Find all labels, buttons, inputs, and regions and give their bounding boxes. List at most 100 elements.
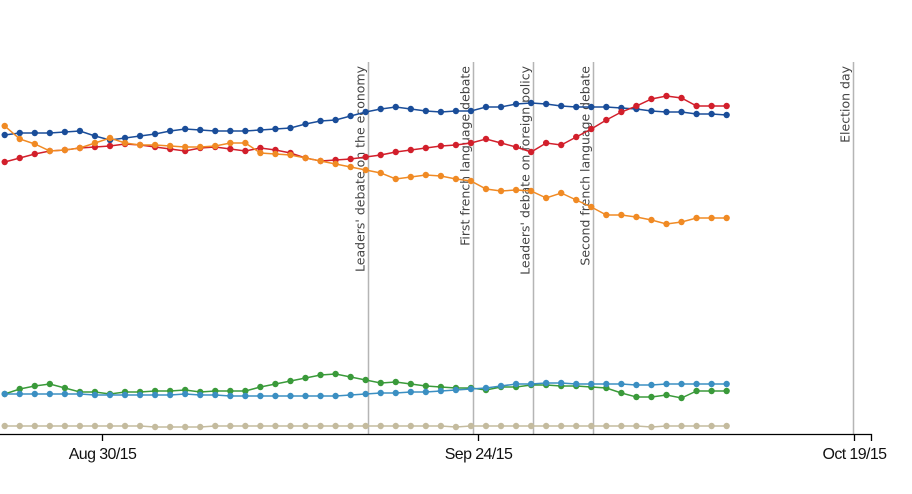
- data-point[interactable]: [46, 380, 54, 388]
- data-point[interactable]: [227, 145, 234, 153]
- data-point[interactable]: [603, 422, 610, 430]
- data-point[interactable]: [512, 380, 520, 388]
- data-point[interactable]: [16, 154, 23, 162]
- data-point[interactable]: [212, 422, 219, 430]
- data-point[interactable]: [603, 103, 610, 111]
- data-point[interactable]: [452, 107, 460, 115]
- data-point[interactable]: [61, 146, 69, 154]
- data-point[interactable]: [618, 108, 625, 116]
- data-point[interactable]: [482, 422, 490, 430]
- data-point[interactable]: [287, 377, 294, 385]
- data-point[interactable]: [136, 141, 144, 149]
- data-point[interactable]: [31, 422, 38, 430]
- data-point[interactable]: [512, 143, 520, 151]
- data-point[interactable]: [151, 423, 159, 431]
- data-point[interactable]: [287, 392, 294, 400]
- data-point[interactable]: [723, 422, 730, 430]
- data-point[interactable]: [392, 389, 399, 397]
- data-point[interactable]: [678, 94, 685, 102]
- data-point[interactable]: [16, 135, 23, 143]
- data-point[interactable]: [633, 422, 640, 430]
- data-point[interactable]: [497, 139, 505, 147]
- data-point[interactable]: [633, 393, 640, 401]
- data-point[interactable]: [227, 127, 234, 135]
- data-point[interactable]: [603, 211, 610, 219]
- data-point[interactable]: [242, 147, 249, 155]
- data-point[interactable]: [121, 139, 129, 147]
- data-point[interactable]: [708, 387, 715, 395]
- data-point[interactable]: [227, 392, 234, 400]
- data-point[interactable]: [61, 384, 69, 392]
- data-point[interactable]: [16, 422, 23, 430]
- data-point[interactable]: [1, 390, 8, 398]
- data-point[interactable]: [588, 422, 595, 430]
- data-point[interactable]: [618, 422, 625, 430]
- data-point[interactable]: [708, 110, 715, 118]
- data-point[interactable]: [317, 117, 324, 125]
- data-point[interactable]: [648, 107, 655, 115]
- data-point[interactable]: [31, 382, 38, 390]
- data-point[interactable]: [76, 127, 84, 135]
- data-point[interactable]: [377, 389, 384, 397]
- data-point[interactable]: [377, 379, 384, 387]
- data-point[interactable]: [287, 151, 294, 159]
- data-point[interactable]: [61, 390, 69, 398]
- data-point[interactable]: [182, 143, 189, 151]
- data-point[interactable]: [422, 422, 430, 430]
- data-point[interactable]: [678, 394, 685, 402]
- data-point[interactable]: [31, 129, 38, 137]
- data-point[interactable]: [317, 422, 324, 430]
- data-point[interactable]: [227, 422, 234, 430]
- data-point[interactable]: [542, 422, 550, 430]
- data-point[interactable]: [46, 147, 54, 155]
- data-point[interactable]: [437, 108, 445, 116]
- data-point[interactable]: [362, 153, 369, 161]
- data-point[interactable]: [257, 149, 264, 157]
- data-point[interactable]: [317, 371, 324, 379]
- data-point[interactable]: [166, 142, 174, 150]
- data-point[interactable]: [392, 422, 399, 430]
- data-point[interactable]: [422, 107, 430, 115]
- data-point[interactable]: [693, 110, 700, 118]
- data-point[interactable]: [467, 177, 475, 185]
- data-point[interactable]: [573, 133, 580, 141]
- data-point[interactable]: [242, 422, 249, 430]
- data-point[interactable]: [407, 422, 414, 430]
- data-point[interactable]: [437, 422, 445, 430]
- data-point[interactable]: [16, 385, 23, 393]
- data-point[interactable]: [392, 378, 399, 386]
- data-point[interactable]: [588, 103, 595, 111]
- data-point[interactable]: [618, 380, 625, 388]
- data-point[interactable]: [347, 373, 354, 381]
- data-point[interactable]: [648, 423, 655, 431]
- data-point[interactable]: [558, 422, 565, 430]
- data-point[interactable]: [31, 140, 38, 148]
- data-point[interactable]: [527, 380, 535, 388]
- data-point[interactable]: [151, 141, 159, 149]
- data-point[interactable]: [482, 384, 490, 392]
- data-point[interactable]: [482, 185, 490, 193]
- data-point[interactable]: [227, 387, 234, 395]
- data-point[interactable]: [618, 389, 625, 397]
- data-point[interactable]: [573, 196, 580, 204]
- data-point[interactable]: [678, 380, 685, 388]
- data-point[interactable]: [136, 422, 144, 430]
- data-point[interactable]: [242, 127, 249, 135]
- data-point[interactable]: [723, 214, 730, 222]
- data-point[interactable]: [302, 374, 309, 382]
- data-point[interactable]: [422, 171, 430, 179]
- data-point[interactable]: [663, 92, 670, 100]
- data-point[interactable]: [197, 143, 204, 151]
- data-point[interactable]: [452, 423, 460, 431]
- data-point[interactable]: [16, 129, 23, 137]
- data-point[interactable]: [317, 157, 324, 165]
- data-point[interactable]: [46, 422, 54, 430]
- data-point[interactable]: [76, 390, 84, 398]
- data-point[interactable]: [497, 187, 505, 195]
- data-point[interactable]: [166, 423, 174, 431]
- data-point[interactable]: [106, 142, 114, 150]
- data-point[interactable]: [362, 390, 369, 398]
- data-point[interactable]: [106, 391, 114, 399]
- data-point[interactable]: [392, 148, 399, 156]
- data-point[interactable]: [106, 134, 114, 142]
